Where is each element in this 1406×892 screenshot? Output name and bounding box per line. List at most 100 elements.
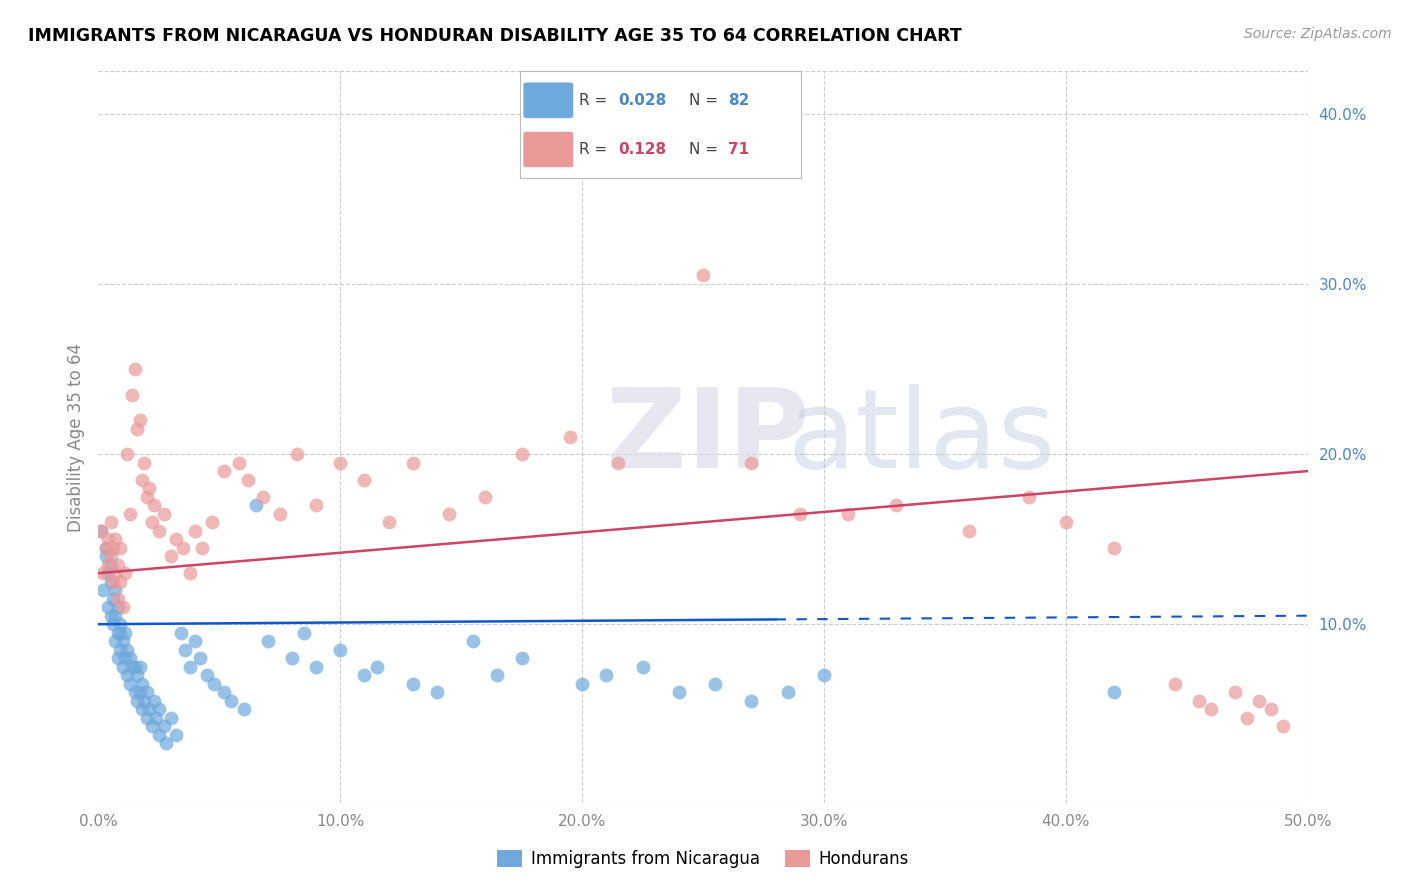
Point (97, 600, 120, 615)
Point (201, 515, 224, 529)
Point (228, 456, 250, 470)
Point (160, 549, 183, 563)
Point (134, 694, 156, 708)
Point (957, 524, 980, 538)
Point (101, 617, 124, 632)
Point (353, 473, 375, 487)
Point (145, 711, 167, 725)
Text: R =: R = (579, 93, 613, 108)
Point (245, 498, 267, 512)
Point (740, 694, 762, 708)
Point (232, 702, 254, 716)
Point (155, 736, 177, 750)
Point (607, 456, 630, 470)
Point (1260, 702, 1282, 716)
Point (91, 583, 114, 598)
Point (204, 677, 226, 691)
Point (118, 677, 141, 691)
Point (172, 541, 194, 555)
Point (107, 558, 129, 572)
Point (143, 694, 166, 708)
Point (366, 659, 388, 673)
Point (571, 677, 593, 691)
Point (174, 642, 197, 657)
Point (100, 558, 122, 572)
Point (1163, 677, 1185, 691)
Point (127, 668, 149, 682)
Point (305, 659, 328, 673)
Point (91, 566, 114, 581)
Point (100, 515, 122, 529)
Point (437, 507, 460, 521)
Point (191, 541, 214, 555)
Text: IMMIGRANTS FROM NICARAGUA VS HONDURAN DISABILITY AGE 35 TO 64 CORRELATION CHART: IMMIGRANTS FROM NICARAGUA VS HONDURAN DI… (28, 27, 962, 45)
Point (111, 659, 134, 673)
Point (148, 702, 170, 716)
Point (135, 490, 157, 504)
Point (131, 677, 153, 691)
Point (121, 659, 143, 673)
Point (135, 711, 157, 725)
Point (377, 515, 399, 529)
Point (292, 625, 315, 640)
Point (692, 268, 714, 283)
Text: Source: ZipAtlas.com: Source: ZipAtlas.com (1244, 27, 1392, 41)
Text: R =: R = (579, 142, 613, 157)
Point (97, 566, 120, 581)
Point (837, 507, 859, 521)
Point (789, 507, 811, 521)
Point (1054, 515, 1077, 529)
Point (104, 634, 127, 648)
Text: atlas: atlas (787, 384, 1056, 491)
Point (221, 694, 243, 708)
Point (1102, 541, 1125, 555)
Point (107, 600, 129, 615)
Point (100, 549, 122, 563)
Point (128, 413, 150, 427)
Y-axis label: Disability Age 35 to 64: Disability Age 35 to 64 (66, 343, 84, 532)
Point (184, 524, 207, 538)
Point (114, 651, 136, 665)
Point (1272, 719, 1295, 733)
Point (169, 625, 191, 640)
Point (107, 625, 129, 640)
Point (135, 685, 157, 699)
Point (138, 481, 160, 495)
Point (100, 574, 122, 589)
Point (117, 668, 139, 682)
Point (94, 541, 117, 555)
Point (152, 507, 174, 521)
Point (101, 591, 124, 606)
Point (121, 387, 143, 401)
Point (704, 677, 727, 691)
Point (463, 634, 485, 648)
FancyBboxPatch shape (523, 82, 574, 119)
Point (281, 651, 304, 665)
Point (510, 447, 533, 461)
Point (104, 566, 127, 581)
Point (118, 507, 141, 521)
Point (107, 591, 129, 606)
Point (329, 456, 352, 470)
Point (474, 490, 496, 504)
Point (128, 685, 150, 699)
Point (104, 583, 127, 598)
Point (510, 651, 533, 665)
Text: 0.028: 0.028 (619, 93, 666, 108)
Point (90, 524, 112, 538)
Point (184, 634, 207, 648)
Point (179, 659, 201, 673)
Point (813, 668, 835, 682)
Point (108, 625, 131, 640)
Point (595, 668, 617, 682)
Point (141, 719, 163, 733)
Point (148, 524, 170, 538)
Point (305, 498, 328, 512)
Point (160, 711, 183, 725)
Point (165, 532, 187, 546)
Point (124, 362, 146, 376)
Point (124, 659, 146, 673)
Point (127, 421, 149, 435)
Point (108, 574, 131, 589)
Point (127, 694, 149, 708)
